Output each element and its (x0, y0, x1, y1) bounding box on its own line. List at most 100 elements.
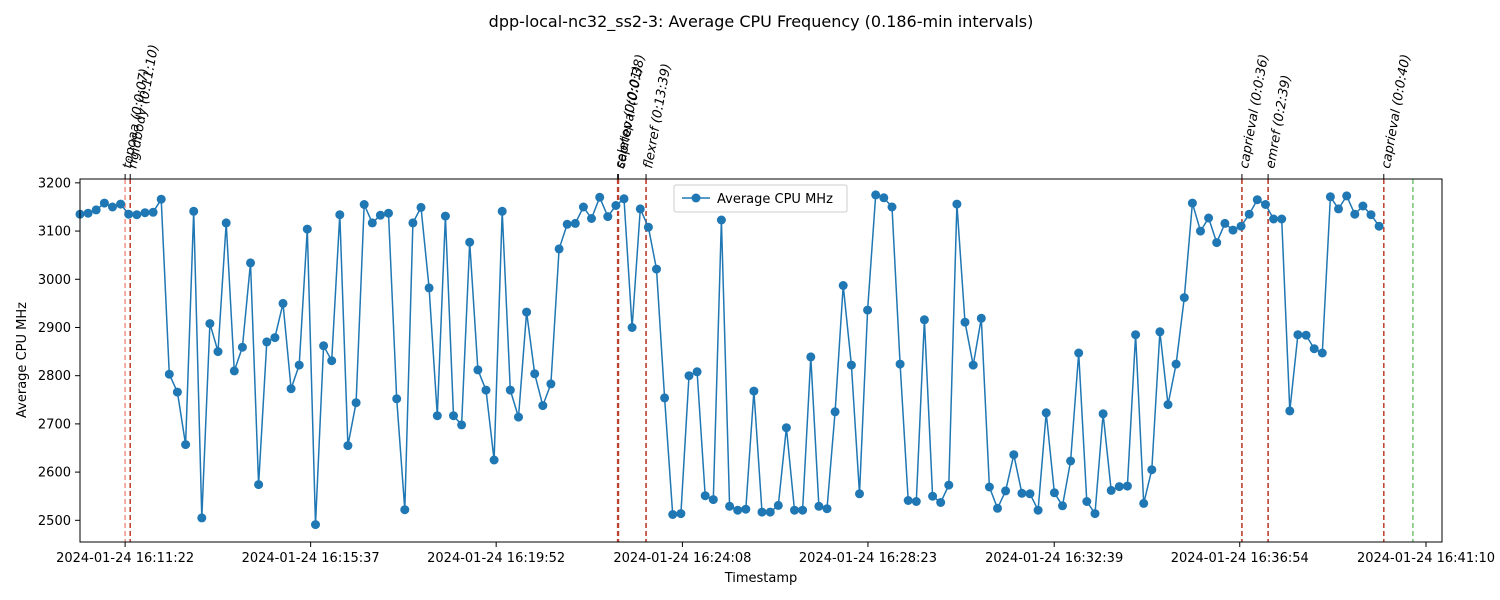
data-point (1342, 191, 1352, 201)
data-point (1163, 400, 1173, 410)
data-point (1285, 406, 1295, 416)
data-point (1033, 505, 1043, 515)
data-point (595, 192, 605, 202)
data-point (1325, 192, 1335, 202)
data-point (968, 360, 978, 370)
data-point (416, 202, 426, 212)
data-point (1082, 497, 1092, 506)
event-label: flexref (0:13:39) (641, 62, 674, 169)
data-point (643, 222, 653, 232)
data-point (335, 210, 345, 220)
y-tick-label: 2600 (38, 466, 71, 481)
data-point (879, 193, 889, 203)
data-point (375, 210, 385, 220)
data-point (660, 393, 670, 403)
data-point (1358, 201, 1368, 211)
data-point (806, 352, 816, 362)
data-point (984, 482, 994, 492)
data-point (749, 386, 759, 396)
x-tick-label: 2024-01-24 16:19:52 (427, 551, 565, 566)
data-point (676, 509, 686, 519)
series-group (75, 190, 1384, 530)
data-point (1334, 204, 1343, 214)
data-point (278, 298, 288, 308)
data-point (270, 333, 280, 343)
legend-box (673, 184, 848, 213)
data-point (351, 398, 361, 408)
data-point (311, 520, 320, 530)
data-point (400, 505, 410, 515)
data-point (449, 411, 458, 421)
data-point (1098, 409, 1108, 419)
data-point (319, 341, 329, 351)
data-point (1017, 488, 1027, 498)
data-point (384, 208, 393, 218)
data-point (1366, 210, 1376, 220)
data-point (725, 501, 735, 511)
data-point (822, 504, 832, 514)
data-point (91, 205, 101, 215)
data-point (108, 202, 117, 212)
x-tick-label: 2024-01-24 16:15:37 (242, 551, 380, 566)
data-point (1041, 408, 1051, 418)
data-point (863, 305, 873, 315)
data-point (327, 356, 337, 366)
data-point (205, 319, 215, 329)
data-point (156, 194, 166, 204)
data-point (790, 505, 799, 515)
event-lines (124, 179, 1414, 542)
event-labels: topoaa (0:0:07)rigidbody (0:11:10) seleto… (120, 43, 1414, 179)
data-point (700, 491, 710, 501)
data-point (432, 411, 442, 421)
data-point (1317, 348, 1327, 358)
data-point (757, 507, 767, 517)
y-axis: 2500 2600 2700 2800 2900 3000 3100 3200 (38, 176, 80, 529)
data-point (530, 369, 540, 379)
data-point (1350, 209, 1360, 219)
x-tick-label: 2024-01-24 16:32:39 (985, 551, 1123, 566)
data-point (505, 385, 515, 395)
y-tick-label: 3000 (38, 273, 71, 288)
data-point (481, 385, 491, 395)
data-point (887, 202, 897, 212)
data-point (99, 198, 109, 208)
data-point (1220, 218, 1230, 228)
data-point (798, 505, 808, 515)
data-point (846, 360, 856, 370)
data-point (1106, 485, 1116, 495)
data-point (635, 204, 645, 214)
data-point (733, 505, 743, 515)
data-point (871, 190, 881, 200)
data-point (936, 498, 946, 507)
data-point (944, 480, 954, 490)
data-point (124, 209, 134, 219)
data-point (1228, 225, 1238, 235)
legend-marker-sample (691, 193, 701, 203)
data-point (741, 504, 751, 514)
data-point (1374, 221, 1384, 231)
data-point (554, 244, 564, 254)
data-point (960, 317, 970, 327)
event-label: emref (0:2:39) (1263, 74, 1294, 170)
data-point (294, 360, 304, 370)
data-point (457, 420, 467, 430)
data-point (497, 206, 507, 216)
data-point (578, 202, 588, 212)
y-tick-label: 2500 (38, 514, 71, 529)
data-point (514, 412, 523, 422)
data-point (1196, 226, 1205, 236)
data-point (1025, 489, 1035, 499)
data-point (189, 206, 199, 216)
data-point (993, 503, 1002, 513)
data-point (1147, 465, 1157, 475)
data-point (465, 237, 475, 247)
data-point (765, 507, 775, 517)
x-tick-label: 2024-01-24 16:24:08 (613, 551, 751, 566)
data-point (603, 212, 613, 222)
data-point (197, 513, 207, 523)
y-tick-label: 2800 (38, 369, 71, 384)
data-point (1309, 344, 1319, 354)
data-point (1049, 488, 1059, 498)
data-point (1001, 486, 1011, 496)
data-point (1009, 450, 1019, 460)
